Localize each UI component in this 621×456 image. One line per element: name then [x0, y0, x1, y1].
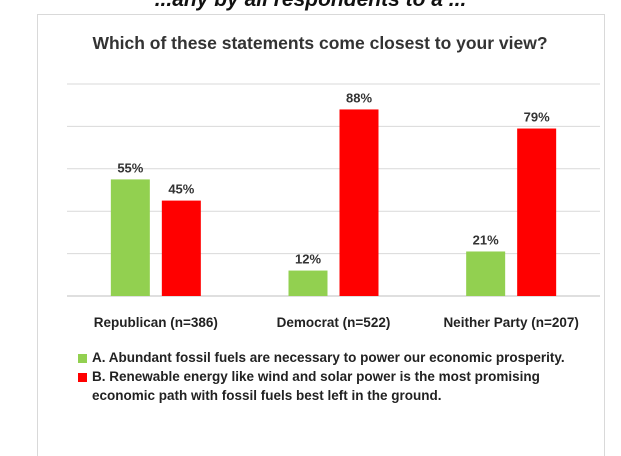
data-label: 88%: [346, 90, 372, 105]
chart-title: Which of these statements come closest t…: [92, 33, 548, 53]
bar-b-0: [161, 200, 201, 296]
data-label: 55%: [117, 160, 143, 175]
legend-item-b: B. Renewable energy like wind and solar …: [78, 367, 598, 405]
legend-swatch-a: [78, 354, 87, 363]
category-label: Republican (n=386): [94, 315, 218, 330]
bar-a-0: [110, 179, 150, 296]
legend-swatch-b: [78, 373, 87, 382]
data-label: 12%: [295, 252, 321, 267]
legend-label-b: B. Renewable energy like wind and solar …: [92, 369, 540, 403]
category-label: Democrat (n=522): [277, 315, 391, 330]
bar-a-2: [466, 251, 506, 296]
data-label: 79%: [524, 110, 550, 125]
bar-b-1: [339, 109, 379, 296]
legend-label-a: A. Abundant fossil fuels are necessary t…: [92, 350, 565, 365]
data-label: 45%: [168, 182, 194, 197]
cropped-header-text: ...any by all respondents to a ...: [0, 0, 621, 12]
legend: A. Abundant fossil fuels are necessary t…: [78, 348, 598, 405]
data-label: 21%: [473, 232, 499, 247]
category-label: Neither Party (n=207): [443, 315, 578, 330]
legend-item-a: A. Abundant fossil fuels are necessary t…: [78, 348, 598, 367]
bar-a-1: [288, 270, 328, 296]
bar-b-2: [517, 128, 557, 296]
